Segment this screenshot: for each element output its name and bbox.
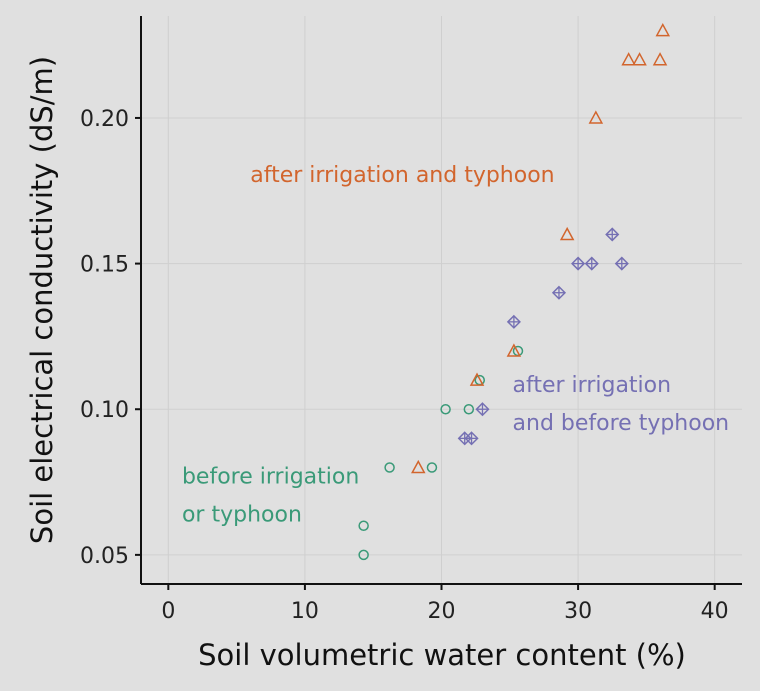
- x-tick-label: 20: [428, 599, 456, 624]
- grid-lines: [141, 16, 742, 584]
- x-tick-label: 30: [564, 599, 592, 624]
- triangle-point: [632, 52, 647, 66]
- triangle-point: [506, 343, 522, 357]
- diamond-plus-point: [506, 314, 521, 329]
- triangle-point: [621, 52, 636, 66]
- diamond-plus-point: [551, 285, 567, 300]
- triangle-point: [588, 110, 604, 124]
- y-tick-label: 0.10: [80, 398, 129, 423]
- x-tick-label: 10: [291, 599, 319, 624]
- y-tick-label: 0.15: [80, 253, 129, 278]
- triangle-point: [559, 226, 575, 241]
- annotations: after irrigation and typhoon after irriga…: [182, 163, 729, 527]
- diamond-plus-point: [571, 256, 586, 271]
- diamond-plus-point: [475, 402, 490, 417]
- triangle-point: [652, 52, 668, 66]
- annotation-text: after irrigation and typhoon: [250, 163, 554, 188]
- triangle-point: [411, 459, 426, 474]
- diamond-plus-point: [614, 256, 629, 271]
- y-axis-ticks: 0.05 0.10 0.15 0.20: [80, 107, 141, 569]
- x-axis-ticks: 0 10 20 30 40: [161, 584, 729, 624]
- annotation-text: after irrigation and before typhoon: [513, 373, 730, 436]
- circle-point: [426, 462, 438, 473]
- circle-point: [463, 403, 475, 415]
- circle-point: [384, 462, 395, 473]
- circle-point: [358, 520, 369, 531]
- y-axis-title: Soil electrical conductivity (dS/m): [25, 56, 59, 544]
- diamond-plus-point: [605, 227, 620, 242]
- diamond-plus-point: [584, 256, 599, 271]
- data-points: [358, 22, 671, 561]
- x-tick-label: 0: [161, 599, 175, 624]
- circle-point: [358, 549, 369, 561]
- y-tick-label: 0.20: [80, 107, 129, 132]
- triangle-point: [655, 22, 671, 37]
- x-axis-title: Soil volumetric water content (%): [198, 638, 686, 672]
- triangle-point: [469, 372, 485, 386]
- y-tick-label: 0.05: [80, 544, 129, 569]
- x-tick-label: 40: [701, 599, 729, 624]
- annotation-text: before irrigation or typhoon: [182, 465, 359, 528]
- circle-point: [440, 403, 451, 415]
- diamond-plus-point: [464, 431, 479, 446]
